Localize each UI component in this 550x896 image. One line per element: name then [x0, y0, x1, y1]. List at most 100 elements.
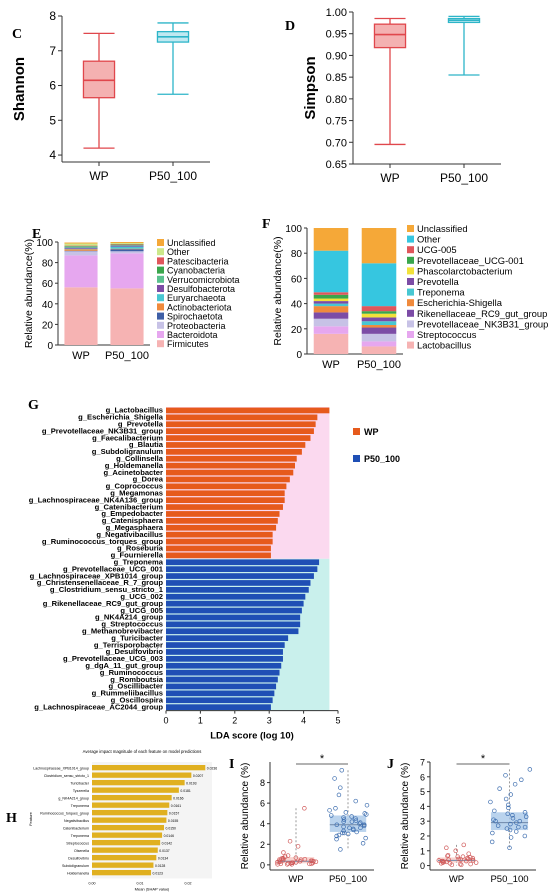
data-point: [444, 845, 449, 851]
data-point: [497, 786, 502, 791]
bar-segment-Phascolarctobacterium: [361, 313, 397, 318]
data-point: [327, 808, 332, 813]
legend-label: Cyanobacteria: [167, 266, 225, 276]
x-tick-label: 0.00: [89, 882, 96, 886]
legend-label: Proteobacteria: [167, 321, 226, 331]
data-point: [333, 806, 338, 811]
x-axis-title: Mean |SHAP value|: [135, 887, 170, 892]
x-tick-label: WP: [449, 874, 464, 885]
data-point: [341, 817, 347, 822]
taxon-label: g_Dorea: [133, 475, 164, 484]
data-point: [357, 821, 362, 826]
taxon-label: g_Ruminococcus_torques_group: [42, 537, 163, 546]
value-label: 0.0161: [171, 804, 181, 808]
bar-segment-Prevotellaceae_NK3B31_group: [313, 318, 349, 327]
shap-bar: [92, 840, 161, 846]
feature-label: g_NK4A214_group: [58, 797, 89, 801]
legend-label: UCG-005: [417, 244, 457, 255]
panel-j-abundance-scatter: J 0 1 2 3 4 5 6 7 Relative abundance (%) WP P50_10…: [387, 753, 536, 885]
legend-label: Patescibacteria: [167, 256, 229, 266]
legend-swatch: [157, 303, 164, 311]
lda-bar: [166, 628, 299, 635]
data-point: [493, 818, 498, 824]
x-tick-label: P50_100: [329, 874, 367, 885]
x-tick-label: P50_100: [149, 169, 197, 183]
y-tick-label: 0.70: [326, 137, 347, 149]
chart-g: g_Lactobacillusg_Escherichia_Shigellag_P…: [29, 406, 400, 742]
x-tick-label: P50_100: [105, 350, 149, 362]
value-label: 0.0155: [168, 819, 178, 823]
taxon-label: g_Prevotellaceae_NK3B31_group: [42, 426, 163, 435]
lda-bar: [166, 552, 271, 559]
data-point: [527, 767, 533, 772]
taxon-label: g_Fournierella: [111, 551, 164, 560]
bar-segment-Unclassified: [313, 228, 349, 251]
data-point: [274, 860, 280, 865]
feature-label: Olsenella: [74, 849, 89, 853]
y-tick-label: 60: [42, 279, 54, 290]
lda-bar: [166, 649, 283, 655]
bar-segment-Spirochaetota: [110, 249, 144, 252]
bar-segment-Prevotellaceae_UCG-001: [313, 294, 349, 299]
y-tick-label: 40: [42, 300, 54, 311]
value-label: 0.0181: [180, 789, 190, 793]
data-point: [353, 816, 358, 821]
legend-swatch: [157, 266, 164, 274]
y-tick-label: 8: [49, 9, 56, 23]
taxon-label: g_Collinsella: [116, 454, 164, 463]
bar-segment-Phascolarctobacterium: [313, 298, 349, 302]
data-point: [275, 862, 280, 867]
panel-label-c: C: [12, 27, 22, 42]
taxon-label: g_Acinetobacter: [103, 468, 163, 477]
lda-bar: [166, 662, 282, 669]
legend-swatch: [407, 256, 414, 264]
taxon-label: g_Streptococcus: [101, 620, 163, 629]
lda-bar: [166, 656, 283, 662]
taxon-label: g_UCG_005: [120, 606, 163, 615]
x-tick-label: WP: [288, 874, 303, 885]
data-point: [460, 854, 466, 859]
lda-bar: [166, 573, 314, 579]
legend-label: Euryarchaeota: [167, 293, 226, 303]
legend-label: Verrucomicrobiota: [167, 275, 240, 285]
bar-segment-Actinobacteriota: [64, 249, 98, 251]
bar-segment-Euryarchaeota: [110, 246, 144, 249]
x-tick-label: 5: [335, 716, 340, 726]
data-point: [358, 820, 363, 825]
panel-h-shap-importance: H Average impact magnitude of each featu…: [6, 749, 217, 892]
y-tick-label: 100: [285, 224, 302, 235]
bar-segment-Patescibacteria: [64, 245, 98, 247]
legend-label: Prevotellaceae_UCG-001: [417, 255, 524, 266]
y-tick-label: 100: [36, 238, 53, 249]
data-point: [522, 833, 528, 839]
lda-bar: [166, 421, 316, 428]
bar-segment-Proteobacteria: [64, 251, 98, 256]
shap-bar: [92, 832, 163, 838]
legend-swatch: [407, 320, 414, 328]
data-point: [455, 854, 460, 859]
data-point: [445, 852, 451, 858]
y-axis-title: Relative abundance(%): [23, 239, 35, 348]
chart-i: 0 2 4 6 8 Relative abundance (%) WP P50_100 *: [240, 753, 374, 885]
data-point: [364, 802, 370, 808]
bar-segment-Desulfobacterota: [110, 245, 144, 247]
data-point: [505, 811, 510, 817]
lda-bar: [166, 566, 318, 572]
taxon-label: g_NK4A214_group: [95, 613, 163, 622]
feature-label: Lachnospiraceae_XPB1014_group: [33, 767, 89, 771]
y-tick-label: 6: [420, 772, 425, 782]
feature-label: Tyzzerella: [73, 789, 89, 793]
significance-marker: *: [481, 753, 486, 765]
lda-bar: [166, 635, 289, 641]
value-label: 0.0236: [207, 767, 217, 771]
shap-bar: [92, 765, 206, 771]
legend-label: Desulfobacterota: [167, 284, 235, 294]
y-tick-label: 6: [260, 799, 265, 809]
data-point: [489, 839, 495, 845]
y-tick-label: 6: [49, 79, 56, 93]
x-axis-title: LDA score (log 10): [210, 731, 294, 742]
y-tick-label: 80: [291, 249, 303, 260]
taxon-label: g_Lachnospiraceae_NK4A136_group: [29, 495, 164, 504]
data-point: [329, 813, 334, 818]
